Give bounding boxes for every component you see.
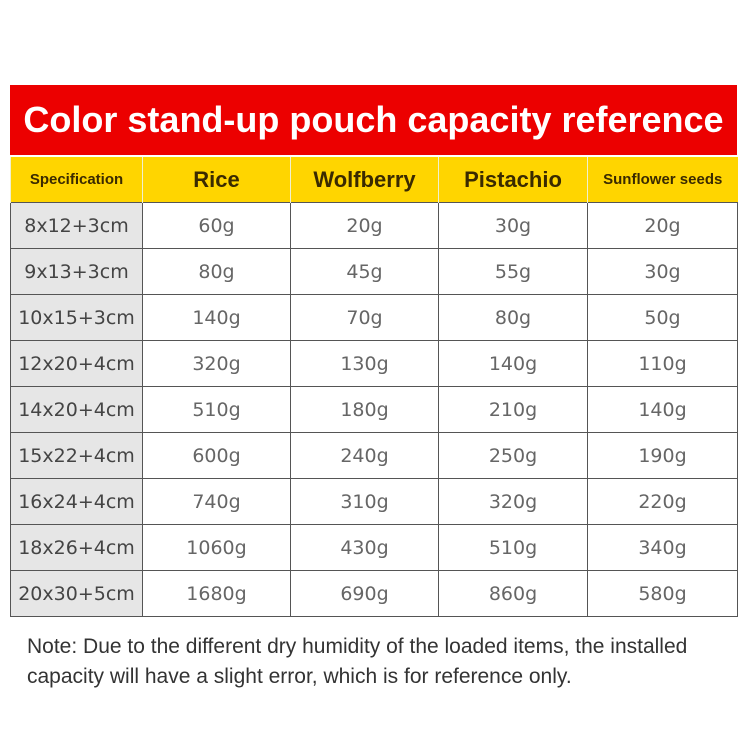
capacity-cell: 580g xyxy=(587,570,738,617)
table-row: 12x20+4cm 320g 130g 140g 110g xyxy=(10,340,738,387)
column-header: Sunflower seeds xyxy=(587,157,738,203)
spec-cell: 10x15+3cm xyxy=(10,294,143,341)
column-header: Rice xyxy=(142,157,291,203)
page-title: Color stand-up pouch capacity reference xyxy=(10,85,737,155)
capacity-cell: 310g xyxy=(290,478,439,525)
spec-cell: 20x30+5cm xyxy=(10,570,143,617)
capacity-table: Specification Rice Wolfberry Pistachio Sunfl… xyxy=(10,157,738,617)
note-text: Note: Due to the different dry humidity … xyxy=(27,635,688,688)
table-row: 9x13+3cm 80g 45g 55g 30g xyxy=(10,248,738,295)
capacity-cell: 510g xyxy=(142,386,291,433)
column-header: Pistachio xyxy=(438,157,588,203)
spec-cell: 12x20+4cm xyxy=(10,340,143,387)
capacity-cell: 320g xyxy=(142,340,291,387)
table-row: 20x30+5cm 1680g 690g 860g 580g xyxy=(10,570,738,617)
capacity-cell: 690g xyxy=(290,570,439,617)
capacity-cell: 70g xyxy=(290,294,439,341)
spec-cell: 16x24+4cm xyxy=(10,478,143,525)
capacity-cell: 110g xyxy=(587,340,738,387)
capacity-cell: 140g xyxy=(438,340,588,387)
capacity-cell: 30g xyxy=(587,248,738,295)
capacity-cell: 80g xyxy=(142,248,291,295)
column-header: Wolfberry xyxy=(290,157,439,203)
spec-cell: 9x13+3cm xyxy=(10,248,143,295)
spec-cell: 15x22+4cm xyxy=(10,432,143,479)
capacity-cell: 180g xyxy=(290,386,439,433)
capacity-cell: 510g xyxy=(438,524,588,571)
capacity-cell: 50g xyxy=(587,294,738,341)
spec-cell: 8x12+3cm xyxy=(10,202,143,249)
capacity-cell: 30g xyxy=(438,202,588,249)
capacity-cell: 55g xyxy=(438,248,588,295)
table-row: 14x20+4cm 510g 180g 210g 140g xyxy=(10,386,738,433)
capacity-cell: 210g xyxy=(438,386,588,433)
capacity-cell: 60g xyxy=(142,202,291,249)
capacity-cell: 240g xyxy=(290,432,439,479)
capacity-cell: 190g xyxy=(587,432,738,479)
spec-cell: 18x26+4cm xyxy=(10,524,143,571)
capacity-cell: 320g xyxy=(438,478,588,525)
capacity-cell: 1680g xyxy=(142,570,291,617)
table-row: 10x15+3cm 140g 70g 80g 50g xyxy=(10,294,738,341)
capacity-cell: 140g xyxy=(142,294,291,341)
table-row: 16x24+4cm 740g 310g 320g 220g xyxy=(10,478,738,525)
capacity-cell: 140g xyxy=(587,386,738,433)
column-header: Specification xyxy=(10,157,143,203)
capacity-cell: 1060g xyxy=(142,524,291,571)
capacity-cell: 45g xyxy=(290,248,439,295)
table-row: 15x22+4cm 600g 240g 250g 190g xyxy=(10,432,738,479)
capacity-cell: 860g xyxy=(438,570,588,617)
table-row: 8x12+3cm 60g 20g 30g 20g xyxy=(10,202,738,249)
capacity-cell: 20g xyxy=(587,202,738,249)
header-row: Specification Rice Wolfberry Pistachio Sunfl… xyxy=(10,157,738,203)
capacity-cell: 430g xyxy=(290,524,439,571)
capacity-cell: 130g xyxy=(290,340,439,387)
capacity-cell: 20g xyxy=(290,202,439,249)
capacity-cell: 250g xyxy=(438,432,588,479)
capacity-cell: 80g xyxy=(438,294,588,341)
spec-cell: 14x20+4cm xyxy=(10,386,143,433)
table-row: 18x26+4cm 1060g 430g 510g 340g xyxy=(10,524,738,571)
capacity-cell: 740g xyxy=(142,478,291,525)
capacity-cell: 600g xyxy=(142,432,291,479)
capacity-cell: 220g xyxy=(587,478,738,525)
capacity-cell: 340g xyxy=(587,524,738,571)
